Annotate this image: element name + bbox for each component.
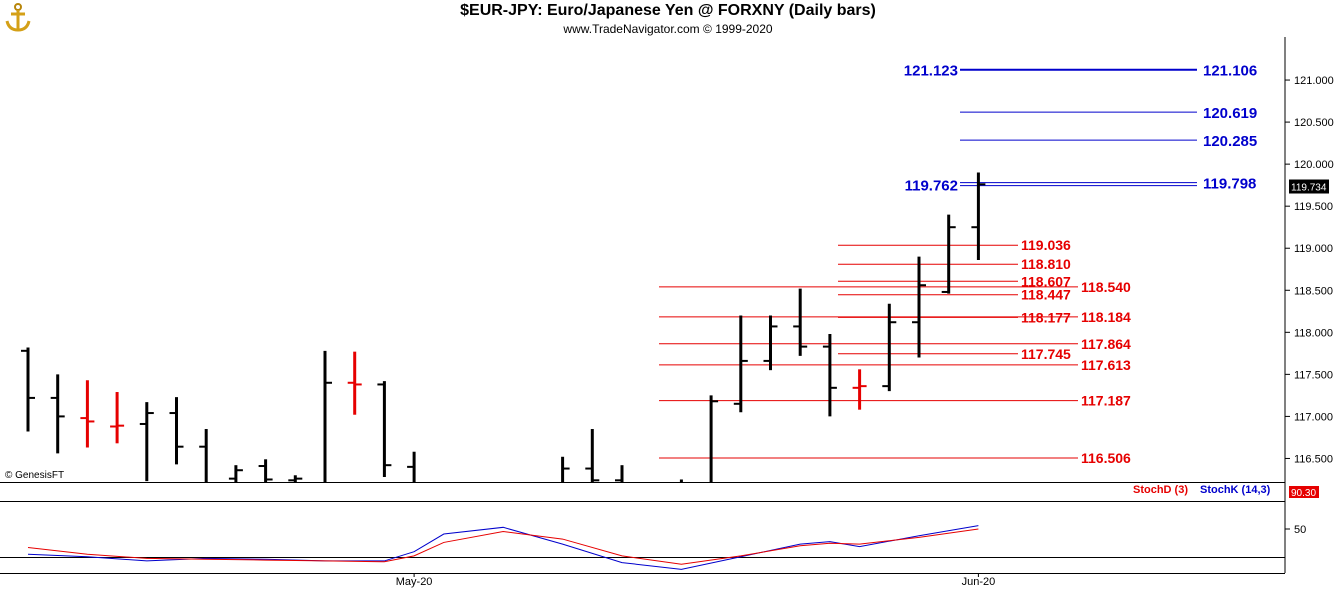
red-level-label: 117.745 [1021, 346, 1071, 362]
price-bar [763, 315, 778, 371]
blue-level-label: 120.619 [1203, 105, 1257, 122]
last-price-label: 119.734 [1291, 183, 1327, 194]
red-level-label: 117.864 [1081, 336, 1131, 352]
legend-stoch-k: StochK (14,3) [1200, 484, 1271, 496]
price-bar [347, 351, 362, 415]
price-bar [323, 350, 332, 482]
y-tick-label: 117.000 [1294, 411, 1333, 423]
red-level-label: 117.613 [1081, 357, 1131, 373]
blue-level-label: 121.123 [904, 63, 958, 80]
red-level-label: 118.447 [1021, 287, 1071, 303]
price-bar [50, 374, 65, 454]
red-level-label: 118.184 [1081, 309, 1131, 325]
y-tick-label: 118.500 [1294, 285, 1333, 297]
red-level-label: 118.607 [1021, 273, 1071, 289]
x-tick-label: May-20 [396, 576, 433, 588]
y-tick-label: 118.000 [1294, 327, 1333, 339]
blue-level-label: 119.798 [1203, 176, 1256, 193]
price-bar [80, 380, 95, 448]
price-bar [941, 214, 956, 294]
last-price-badge [1289, 179, 1329, 194]
plot-background [0, 37, 1336, 591]
price-bar [852, 369, 867, 410]
price-bar [561, 456, 570, 482]
y-tick-label: 120.500 [1294, 117, 1334, 129]
price-bar [709, 395, 719, 482]
red-level-label: 118.540 [1081, 279, 1131, 295]
blue-level-label: 121.106 [1203, 63, 1257, 80]
stoch-d-line [27, 528, 979, 565]
price-bar [793, 288, 808, 356]
price-bar [169, 397, 184, 465]
legend-stoch-d: StochD (3) [1133, 484, 1188, 496]
price-bar [288, 475, 303, 482]
y-tick-label: 120.000 [1294, 159, 1334, 171]
x-tick-label: Jun-20 [962, 576, 996, 588]
blue-level-label: 120.285 [1203, 133, 1257, 150]
stoch-k-line [27, 525, 979, 570]
price-bar [912, 256, 926, 358]
red-level-label: 117.187 [1081, 393, 1131, 409]
price-bar [585, 429, 600, 482]
price-bar [733, 315, 748, 413]
y-tick-label: 116.500 [1294, 453, 1333, 465]
y-tick-label: 117.500 [1294, 369, 1333, 381]
price-bar [971, 172, 986, 260]
price-bar [407, 451, 416, 482]
chart-subtitle: www.TradeNavigator.com © 1999-2020 [563, 22, 773, 36]
y-tick-label: 121.000 [1294, 75, 1334, 87]
red-level-label: 119.036 [1021, 237, 1071, 253]
price-bar [882, 303, 897, 392]
price-bar [110, 392, 125, 444]
anchor-logo-icon [4, 3, 32, 38]
red-level-label: 118.177 [1021, 309, 1071, 325]
price-bar [822, 334, 837, 417]
blue-level-label: 119.762 [905, 178, 958, 195]
y-tick-label: 119.000 [1294, 243, 1333, 255]
price-bar [615, 465, 624, 482]
y-tick-label: 119.500 [1294, 201, 1333, 213]
stoch-d-value: 90.30 [1291, 488, 1316, 499]
red-level-label: 118.810 [1021, 256, 1071, 272]
price-bar [258, 459, 273, 482]
red-level-label: 116.506 [1081, 450, 1131, 466]
stoch-d-badge [1289, 486, 1319, 498]
price-bar [199, 429, 208, 482]
price-bar [21, 347, 35, 432]
watermark: © GenesisFT [5, 470, 64, 481]
price-bar [377, 381, 392, 477]
chart-title: $EUR-JPY: Euro/Japanese Yen @ FORXNY (Da… [460, 2, 876, 19]
stoch-y-tick-label: 50 [1294, 524, 1306, 536]
price-bar [228, 465, 243, 482]
price-bar [139, 402, 154, 482]
